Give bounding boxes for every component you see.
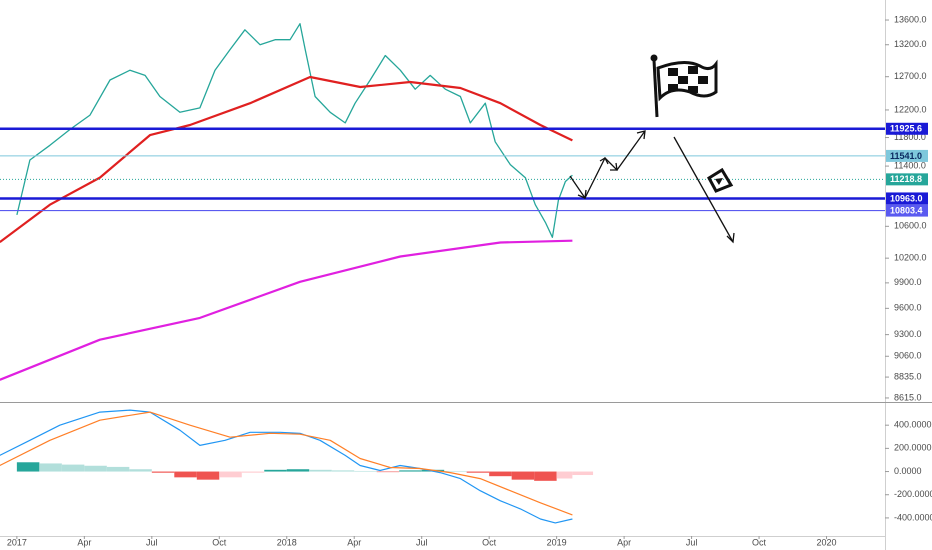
flag-check bbox=[698, 76, 708, 84]
level-label-box bbox=[886, 192, 928, 205]
histogram-bar bbox=[196, 471, 220, 480]
y-tick-label: 200.0000 bbox=[894, 443, 932, 453]
y-tick-label: 8835.0 bbox=[894, 371, 922, 381]
x-tick-label: Apr bbox=[347, 537, 361, 547]
y-tick-label: 13200.0 bbox=[894, 39, 927, 49]
histogram-bar bbox=[572, 471, 594, 476]
arrow-head bbox=[599, 157, 609, 165]
x-tick-label: Jul bbox=[686, 537, 698, 547]
y-tick-label: 12200.0 bbox=[894, 104, 927, 114]
histogram-bar bbox=[84, 465, 107, 472]
level-label: 11925.6 bbox=[890, 124, 922, 134]
histogram-bar bbox=[16, 462, 40, 472]
histogram-bar bbox=[534, 471, 557, 481]
histogram-bar bbox=[376, 471, 400, 473]
y-tick-label: 10200.0 bbox=[894, 253, 927, 263]
x-tick-label: Apr bbox=[617, 537, 631, 547]
histogram-bar bbox=[399, 470, 422, 472]
y-tick-label: 11400.0 bbox=[894, 160, 926, 170]
histogram-bar bbox=[129, 469, 152, 472]
y-tick-label: -200.0000 bbox=[894, 489, 932, 499]
histogram-bar bbox=[466, 471, 490, 473]
level-label-box bbox=[886, 122, 928, 135]
series-line bbox=[0, 411, 573, 516]
y-tick-label: 9900.0 bbox=[894, 277, 922, 287]
level-label-box bbox=[886, 149, 928, 162]
histogram-bar bbox=[309, 469, 332, 472]
flag-check bbox=[678, 76, 688, 84]
histogram-bar bbox=[286, 469, 310, 472]
x-tick-label: Jul bbox=[416, 537, 428, 547]
arrow-head bbox=[636, 130, 646, 140]
flag-check bbox=[688, 86, 698, 93]
histogram-bar bbox=[61, 464, 85, 472]
flag-check bbox=[668, 84, 678, 91]
level-label-box bbox=[886, 204, 928, 217]
y-tick-label: 9060.0 bbox=[894, 351, 922, 361]
level-label: 11218.8 bbox=[890, 174, 922, 184]
level-label-box bbox=[886, 173, 928, 186]
x-tick-label: Oct bbox=[212, 537, 227, 547]
y-tick-label: 12700.0 bbox=[894, 71, 927, 81]
histogram-bar bbox=[264, 469, 287, 472]
arrow-head bbox=[577, 189, 587, 199]
y-tick-label: 400.0000 bbox=[894, 420, 932, 430]
y-tick-label: 9300.0 bbox=[894, 329, 922, 339]
x-tick-label: 2019 bbox=[547, 537, 567, 547]
histogram-bar bbox=[489, 471, 512, 477]
flag-icon bbox=[650, 54, 718, 118]
y-tick-label: 11800.0 bbox=[894, 132, 926, 142]
level-label: 11541.0 bbox=[890, 151, 922, 161]
plot: 13600.0 13200.0 12700.0 12200.0 11800.0 11400… bbox=[0, 14, 932, 547]
level-label: 10803.4 bbox=[890, 205, 923, 215]
y-tick-label: 0.0000 bbox=[894, 466, 922, 476]
histogram-bar bbox=[511, 471, 535, 480]
arrow-head bbox=[726, 232, 735, 244]
histogram-bar bbox=[444, 470, 467, 472]
y-tick-label: 13600.0 bbox=[894, 14, 927, 24]
y-tick-label: 8615.0 bbox=[894, 392, 922, 402]
histogram-bar bbox=[241, 471, 265, 473]
series-line bbox=[0, 75, 573, 243]
x-tick-label: Apr bbox=[77, 537, 91, 547]
x-tick-label: 2020 bbox=[817, 537, 837, 547]
histogram-bar bbox=[556, 471, 573, 479]
flag-pole bbox=[652, 59, 659, 118]
histogram-bar bbox=[106, 466, 130, 472]
drawing-arrows bbox=[569, 130, 735, 244]
flag-knob bbox=[650, 54, 658, 62]
histogram-bar bbox=[151, 471, 175, 473]
y-tick-label: 10600.0 bbox=[894, 221, 927, 231]
marker-arrow bbox=[715, 178, 723, 185]
y-tick-label: -400.0000 bbox=[894, 512, 932, 522]
series-line bbox=[0, 409, 573, 524]
x-tick-label: 2018 bbox=[277, 537, 297, 547]
histogram-bar bbox=[219, 471, 242, 478]
histogram-bar bbox=[39, 463, 62, 472]
histogram-bar bbox=[331, 470, 355, 472]
sell-marker bbox=[707, 167, 734, 193]
series-line bbox=[16, 23, 573, 238]
arrow-head bbox=[610, 162, 618, 171]
y-tick-label: 9600.0 bbox=[894, 303, 922, 313]
level-label: 10963.0 bbox=[890, 193, 923, 203]
histogram-bar bbox=[174, 471, 197, 478]
histogram-bar bbox=[354, 470, 377, 472]
flag-check bbox=[668, 68, 678, 76]
marker-box bbox=[707, 167, 734, 193]
series-line bbox=[0, 239, 573, 381]
flag-check bbox=[688, 66, 698, 74]
x-tick-label: Oct bbox=[752, 537, 767, 547]
x-tick-label: Jul bbox=[146, 537, 158, 547]
x-tick-label: 2017 bbox=[7, 537, 27, 547]
x-tick-label: Oct bbox=[482, 537, 497, 547]
projection-down bbox=[673, 136, 734, 243]
